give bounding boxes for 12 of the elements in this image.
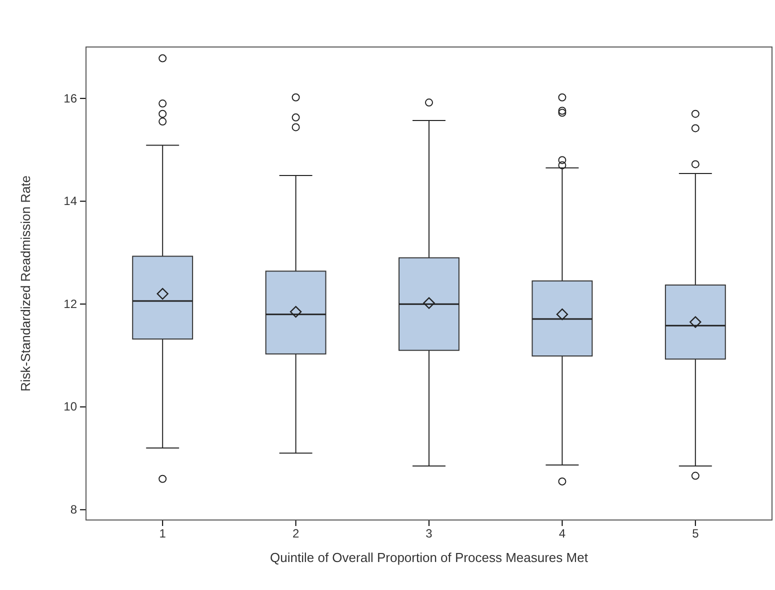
x-tick-label: 4 <box>558 526 566 541</box>
x-tick-label: 1 <box>159 526 166 541</box>
y-tick-label: 12 <box>64 296 78 311</box>
y-tick-label: 10 <box>64 400 78 414</box>
x-tick-label: 5 <box>692 526 700 541</box>
y-tick-label: 8 <box>70 502 78 517</box>
x-tick-label: 2 <box>292 526 300 541</box>
x-tick-label: 3 <box>426 526 433 541</box>
y-tick-label: 14 <box>64 194 78 208</box>
y-axis-title: Risk-Standardized Readmission Rate <box>18 175 33 392</box>
y-tick-label: 16 <box>64 91 78 106</box>
x-axis-title: Quintile of Overall Proportion of Process Measures Met <box>270 550 588 565</box>
